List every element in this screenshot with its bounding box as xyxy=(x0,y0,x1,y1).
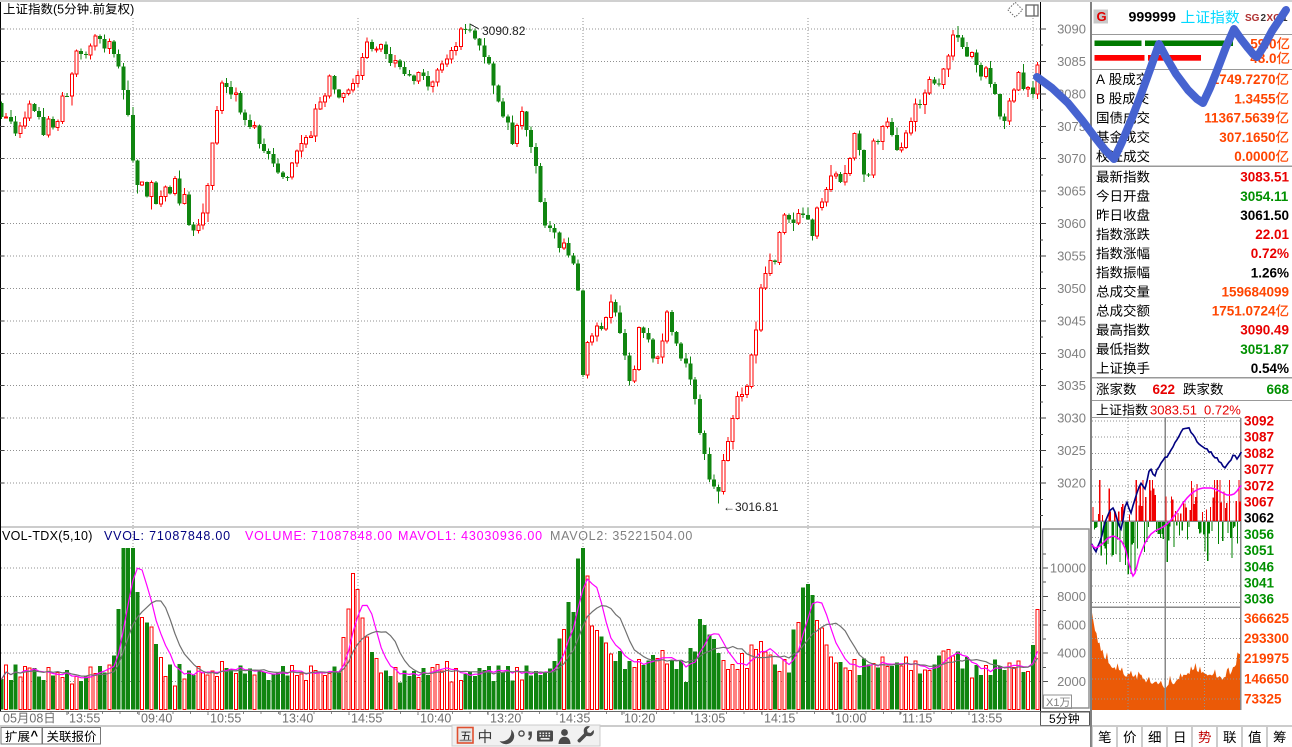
svg-text:05: 05 xyxy=(3,712,17,726)
svg-text:2: 2 xyxy=(1261,13,1267,24)
svg-text:VOLUME: 71087848.00: VOLUME: 71087848.00 xyxy=(245,529,393,543)
svg-text:3041: 3041 xyxy=(1244,576,1275,591)
svg-text:13:20: 13:20 xyxy=(490,712,521,726)
svg-text:1.3455: 1.3455 xyxy=(1234,91,1276,106)
svg-text:3055: 3055 xyxy=(1057,249,1086,264)
svg-text:3092: 3092 xyxy=(1244,414,1274,429)
svg-text:(5: (5 xyxy=(53,3,64,17)
svg-text:3046: 3046 xyxy=(1244,559,1275,574)
svg-text:146650: 146650 xyxy=(1244,671,1289,686)
svg-text:3065: 3065 xyxy=(1057,184,1086,199)
svg-text:73325: 73325 xyxy=(1244,691,1282,706)
svg-text:0.72%: 0.72% xyxy=(1251,246,1289,261)
svg-text:10:00: 10:00 xyxy=(835,712,866,726)
svg-text:3067: 3067 xyxy=(1244,495,1274,510)
svg-text:3077: 3077 xyxy=(1244,462,1274,477)
svg-text:159684099: 159684099 xyxy=(1221,284,1289,299)
svg-text:3070: 3070 xyxy=(1057,151,1086,166)
svg-text:.: . xyxy=(89,3,92,17)
svg-text:14:55: 14:55 xyxy=(351,712,382,726)
svg-text:←3016.81: ←3016.81 xyxy=(723,500,779,514)
svg-text:8000: 8000 xyxy=(1057,589,1086,604)
svg-text:219975: 219975 xyxy=(1244,651,1290,666)
svg-text:11:15: 11:15 xyxy=(902,712,932,726)
svg-text:307.1650: 307.1650 xyxy=(1219,130,1275,145)
svg-text:10000: 10000 xyxy=(1050,561,1086,576)
svg-text:3061.50: 3061.50 xyxy=(1240,208,1289,223)
svg-text:1751.0724: 1751.0724 xyxy=(1212,304,1276,319)
svg-text:366625: 366625 xyxy=(1244,611,1290,626)
svg-text:MAVOL2: 35221504.00: MAVOL2: 35221504.00 xyxy=(550,529,693,543)
svg-text:3090.49: 3090.49 xyxy=(1240,323,1289,338)
svg-text:11367.5639: 11367.5639 xyxy=(1204,111,1275,126)
svg-text:SG: SG xyxy=(1245,13,1260,24)
svg-text:3051: 3051 xyxy=(1244,543,1275,558)
svg-text:3050: 3050 xyxy=(1057,281,1086,296)
svg-text:^: ^ xyxy=(31,728,39,743)
svg-text:22.01: 22.01 xyxy=(1255,227,1289,242)
svg-text:2000: 2000 xyxy=(1057,674,1086,689)
svg-text:293300: 293300 xyxy=(1244,631,1289,646)
svg-text:XG: XG xyxy=(1267,13,1282,24)
svg-text:1.26%: 1.26% xyxy=(1251,265,1289,280)
svg-text:VOL-TDX(5,10): VOL-TDX(5,10) xyxy=(2,529,93,543)
svg-text:13:55: 13:55 xyxy=(971,712,1002,726)
svg-text:3020: 3020 xyxy=(1057,476,1086,491)
svg-text:3045: 3045 xyxy=(1057,313,1086,328)
svg-text:3030: 3030 xyxy=(1057,411,1086,426)
svg-text:10:20: 10:20 xyxy=(624,712,655,726)
svg-text:MAVOL1: 43030936.00: MAVOL1: 43030936.00 xyxy=(398,529,543,543)
svg-text:3087: 3087 xyxy=(1244,430,1274,445)
svg-text:10:55: 10:55 xyxy=(210,712,241,726)
svg-text:3085: 3085 xyxy=(1057,54,1086,69)
svg-text:10:40: 10:40 xyxy=(420,712,451,726)
svg-text:3083.51: 3083.51 xyxy=(1240,170,1289,185)
svg-text:3025: 3025 xyxy=(1057,443,1086,458)
svg-text:A: A xyxy=(1096,72,1105,87)
svg-text:3082: 3082 xyxy=(1244,446,1274,461)
svg-text:13:05: 13:05 xyxy=(694,712,725,726)
svg-text:3062: 3062 xyxy=(1244,511,1274,526)
svg-text:3072: 3072 xyxy=(1244,478,1274,493)
svg-text:0.0000: 0.0000 xyxy=(1234,149,1275,164)
svg-text:3054.11: 3054.11 xyxy=(1240,189,1289,204)
svg-text:08: 08 xyxy=(29,712,43,726)
svg-text:13:40: 13:40 xyxy=(282,712,313,726)
svg-text:G: G xyxy=(1097,9,1107,24)
svg-text:14:35: 14:35 xyxy=(559,712,590,726)
svg-text:): ) xyxy=(130,3,134,17)
svg-text:999999: 999999 xyxy=(1129,10,1176,26)
svg-text:3036: 3036 xyxy=(1244,592,1275,607)
svg-text:668: 668 xyxy=(1266,382,1289,397)
svg-text:3035: 3035 xyxy=(1057,378,1086,393)
svg-text:6000: 6000 xyxy=(1057,617,1086,632)
svg-text:3075: 3075 xyxy=(1057,119,1086,134)
svg-text:3083.51: 3083.51 xyxy=(1150,403,1197,418)
svg-text:1749.7270: 1749.7270 xyxy=(1212,72,1276,87)
svg-text:5: 5 xyxy=(1049,712,1056,726)
svg-text:3060: 3060 xyxy=(1057,216,1086,231)
svg-text:3090: 3090 xyxy=(1057,22,1086,37)
svg-text:4000: 4000 xyxy=(1057,646,1086,661)
svg-text:0.54%: 0.54% xyxy=(1251,361,1289,376)
svg-text:VVOL: 71087848.00: VVOL: 71087848.00 xyxy=(104,529,231,543)
svg-text:3051.87: 3051.87 xyxy=(1240,342,1289,357)
svg-text:0.72%: 0.72% xyxy=(1204,403,1241,418)
svg-text:3040: 3040 xyxy=(1057,346,1086,361)
svg-text:B: B xyxy=(1096,91,1105,106)
svg-text:X1: X1 xyxy=(1046,697,1059,709)
svg-text:622: 622 xyxy=(1152,382,1175,397)
svg-text:14:15: 14:15 xyxy=(764,712,795,726)
svg-text:13:55: 13:55 xyxy=(69,712,100,726)
svg-text:09:40: 09:40 xyxy=(141,712,172,726)
svg-text:3056: 3056 xyxy=(1244,527,1275,542)
svg-text:3090.82: 3090.82 xyxy=(482,24,526,38)
